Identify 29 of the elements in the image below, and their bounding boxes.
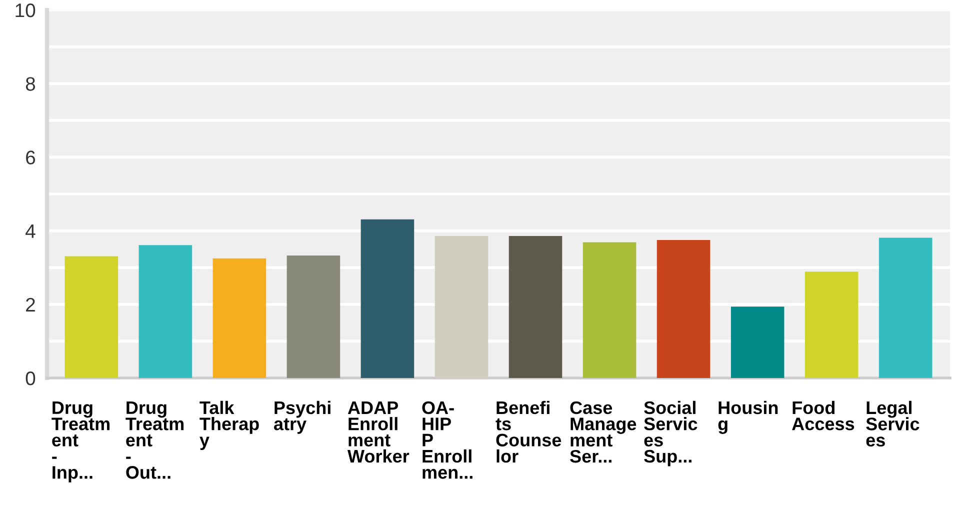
bar xyxy=(656,240,710,378)
x-tick-label: Drug Treatm ent - Out... xyxy=(126,401,184,479)
bar xyxy=(64,256,118,378)
x-tick-label: Talk Therap y xyxy=(200,400,259,450)
y-tick-label: 6 xyxy=(26,150,36,164)
y-tick-label: 10 xyxy=(16,3,36,18)
x-tick-label: Case Manage ment Ser... xyxy=(570,401,636,463)
x-tick-label: Social Servic es Sup... xyxy=(644,400,698,466)
bar xyxy=(730,306,784,378)
y-tick-label: 8 xyxy=(26,77,36,91)
x-tick-label: ADAP Enroll ment Worker xyxy=(347,402,410,463)
x-tick-label: Legal Servic es xyxy=(866,400,920,447)
bar xyxy=(508,236,562,378)
bar xyxy=(582,242,636,378)
x-tick-label: Drug Treatm ent - Inp... xyxy=(52,401,110,482)
x-tick-label: Benefi ts Counse lor xyxy=(496,400,562,463)
x-tick-label: Psychi atry xyxy=(274,400,330,434)
bar xyxy=(878,238,932,378)
x-tick-label: Food Access xyxy=(792,400,854,430)
y-tick-label: 4 xyxy=(26,224,36,238)
bar xyxy=(212,258,266,378)
y-tick-label: 0 xyxy=(26,371,36,386)
x-tick-label: Housin g xyxy=(718,400,778,434)
bar xyxy=(138,245,192,378)
y-tick-label: 2 xyxy=(26,298,35,312)
x-tick-label: OA- HIP P Enroll men... xyxy=(422,401,472,479)
bar xyxy=(286,255,340,378)
bar xyxy=(804,272,858,378)
bar xyxy=(360,219,414,378)
